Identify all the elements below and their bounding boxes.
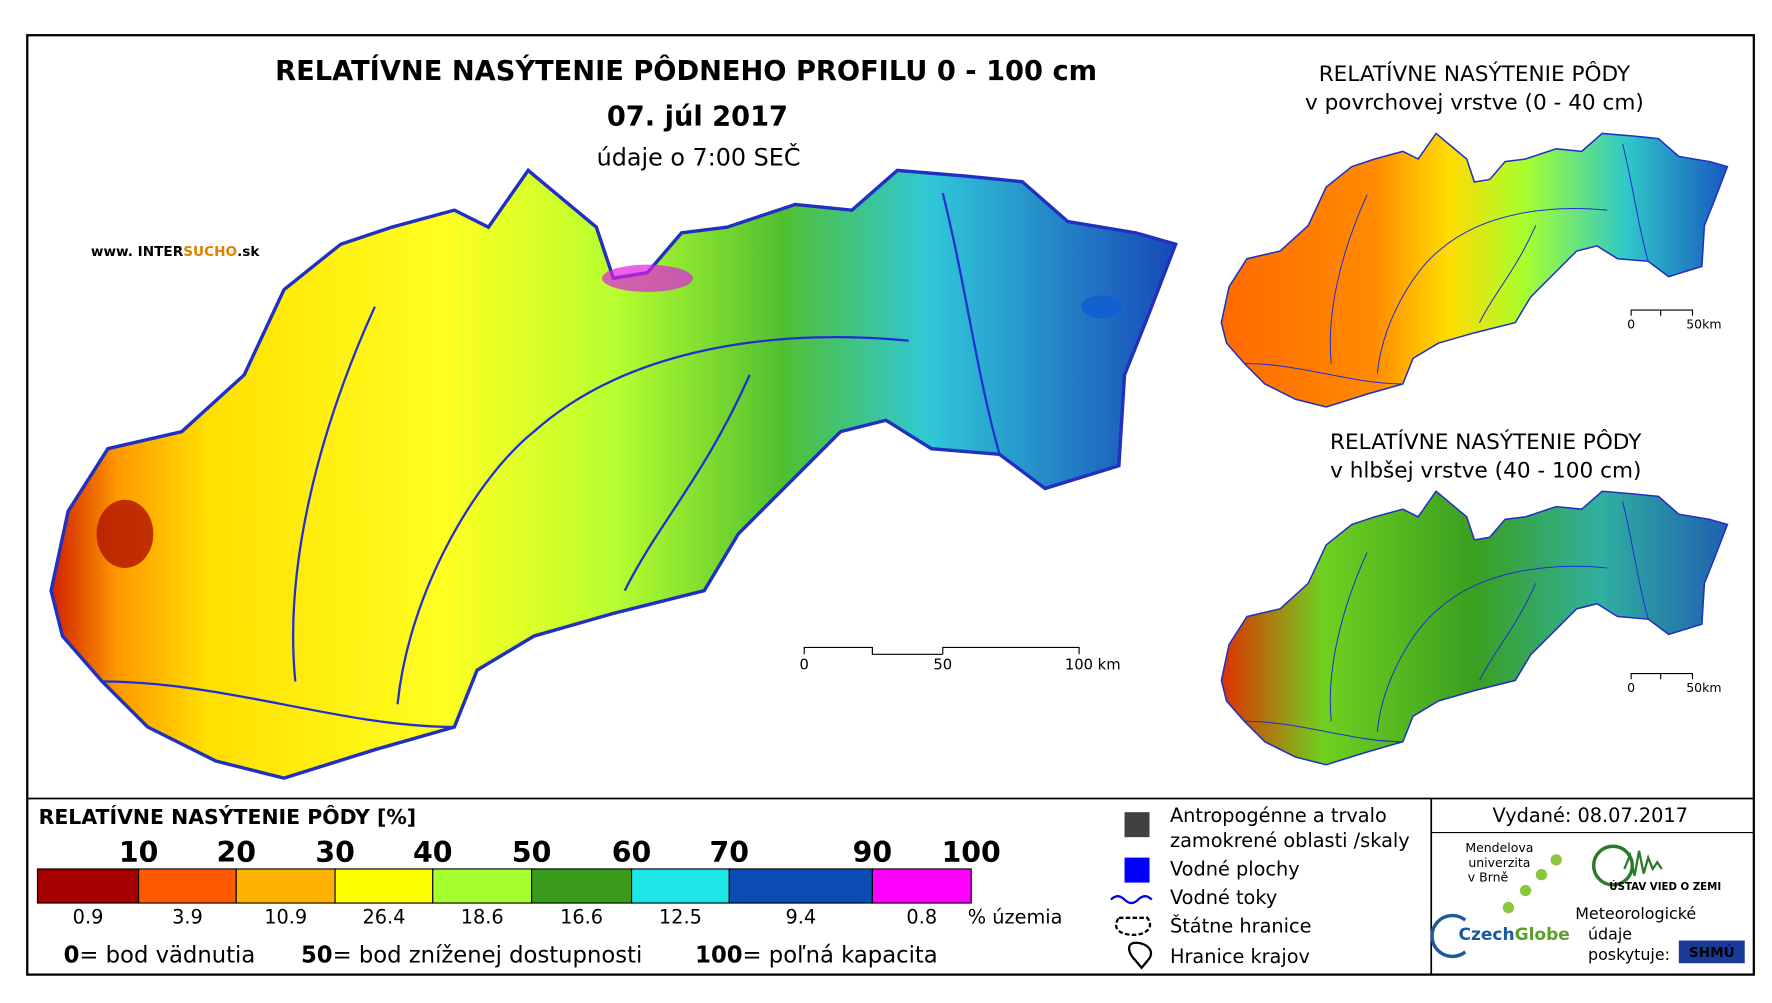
legend-title: RELATÍVNE NASÝTENIE PÔDY [%] (39, 804, 417, 829)
logo-text: ÚSTAV VIED O ZEMI (1609, 880, 1721, 893)
legend-share: 0.9 (73, 905, 104, 928)
scale-label: 0 (1627, 316, 1635, 331)
date: 07. júl 2017 (607, 102, 788, 133)
symbol (1110, 895, 1153, 905)
title: RELATÍVNE NASÝTENIE PÔDNEHO PROFILU 0 - … (275, 55, 1097, 87)
scale-label: 50km (1686, 680, 1721, 695)
symbol-label: Hranice krajov (1170, 945, 1310, 968)
symbol-label: zamokrené oblasti /skaly (1170, 829, 1410, 852)
symbol (1124, 812, 1150, 838)
legend-note: 100= poľná kapacita (695, 942, 938, 968)
scale-label: 100 km (1065, 657, 1121, 674)
legend-share: 16.6 (560, 905, 603, 928)
legend-swatch (432, 868, 533, 904)
legend-swatch (728, 868, 873, 904)
logo-text: poskytuje: (1588, 945, 1670, 964)
symbol (1115, 916, 1152, 936)
legend-threshold: 60 (612, 836, 652, 869)
legend-note: 50= bod zníženej dostupnosti (301, 942, 642, 968)
symbol-label: Vodné toky (1170, 886, 1277, 909)
legend-share: 26.4 (362, 905, 405, 928)
inset-title: v povrchovej vrstve (0 - 40 cm) (1305, 90, 1644, 115)
legend-bar: 0.9 3.9 10.9 26.4 18.6 16.6 12.5 9.4 0.8 10 20 30 40… (36, 836, 1001, 928)
logo-box (1678, 940, 1745, 964)
legend-threshold: 30 (315, 836, 355, 869)
inset-title: RELATÍVNE NASÝTENIE PÔDY (1330, 429, 1642, 455)
logo-dots (1502, 854, 1562, 914)
legend-swatch (36, 868, 140, 904)
legend-threshold: 20 (217, 836, 257, 869)
logo-text: v Brně (1468, 870, 1509, 885)
symbol-label: Antropogénne a trvalo (1170, 804, 1387, 827)
legend-note: 0= bod vädnutia (64, 942, 256, 968)
legend-threshold: 90 (853, 836, 893, 869)
website: www. INTERSUCHO.sk (91, 244, 261, 260)
legend-share: 9.4 (785, 905, 816, 928)
legend-swatch (138, 868, 237, 904)
legend-share: 12.5 (659, 905, 702, 928)
symbol-label: Vodné plochy (1170, 858, 1300, 881)
issued: Vydané: 08.07.2017 (1493, 804, 1688, 827)
inset-title: v hlbšej vrstve (40 - 100 cm) (1330, 458, 1641, 483)
symbol (1127, 941, 1153, 970)
logo-text: SHMÚ (1689, 943, 1735, 961)
logo-text: Mendelova (1465, 840, 1533, 855)
scale-label: 0 (800, 657, 809, 674)
logo-text: univerzita (1468, 855, 1530, 870)
legend-threshold: 100 (942, 836, 1001, 869)
symbol (1124, 857, 1150, 883)
legend-share: 3.9 (172, 905, 203, 928)
legend-threshold: 70 (709, 836, 749, 869)
shares-unit: % územia (968, 905, 1063, 928)
symbol-label: Štátne hranice (1170, 913, 1312, 937)
logo-text: údaje (1588, 924, 1632, 943)
scale-label: 50km (1686, 316, 1721, 331)
logo-text: Meteorologické (1575, 904, 1696, 923)
legend-swatch (871, 868, 972, 904)
legend-share: 18.6 (461, 905, 504, 928)
legend-share: 10.9 (264, 905, 307, 928)
legend-threshold: 50 (512, 836, 552, 869)
scale-bar (1630, 309, 1694, 316)
time-note: údaje o 7:00 SEČ (597, 144, 801, 172)
legend-threshold: 40 (413, 836, 453, 869)
legend-swatch (630, 868, 730, 904)
logo-text: CzechGlobe (1458, 925, 1569, 945)
scale-label: 50 (933, 657, 952, 674)
legend-swatch (334, 868, 434, 904)
legend-share: 0.8 (906, 905, 937, 928)
legend-swatch (531, 868, 633, 904)
scale-label: 0 (1627, 680, 1635, 695)
main-map (49, 168, 1178, 780)
scale-bar (803, 646, 1080, 655)
legend-swatch (235, 868, 336, 904)
scale-bar (1630, 673, 1694, 680)
logo-wave (1623, 850, 1663, 877)
inset-title: RELATÍVNE NASÝTENIE PÔDY (1319, 61, 1631, 87)
legend-threshold: 10 (119, 836, 159, 869)
logo-arc (1430, 913, 1467, 959)
